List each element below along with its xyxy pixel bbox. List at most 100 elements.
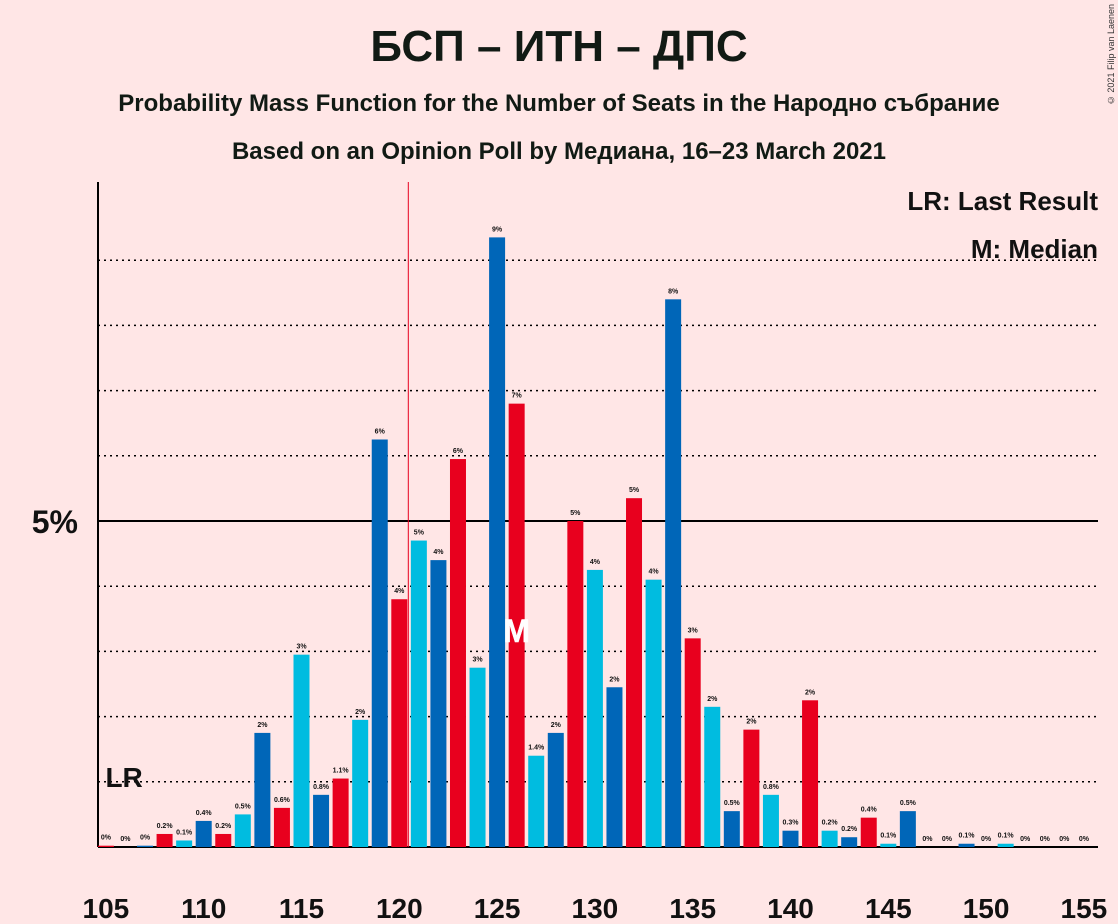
bar-137 bbox=[723, 811, 740, 847]
bar-label-108: 0.2% bbox=[157, 823, 174, 830]
bar-128 bbox=[547, 732, 564, 847]
bar-115 bbox=[293, 654, 310, 847]
bar-label-129: 5% bbox=[570, 510, 581, 517]
bar-label-153: 0% bbox=[1040, 836, 1051, 843]
bar-151 bbox=[997, 843, 1014, 847]
bar-label-140: 0.3% bbox=[783, 820, 800, 827]
bar-144 bbox=[860, 817, 877, 847]
bar-label-136: 2% bbox=[707, 696, 718, 703]
bar-label-141: 2% bbox=[805, 689, 816, 696]
bar-label-149: 0.1% bbox=[959, 833, 976, 840]
bar-label-110: 0.4% bbox=[196, 810, 213, 817]
bar-118 bbox=[352, 719, 369, 847]
bar-112 bbox=[234, 814, 251, 847]
bar-label-113: 2% bbox=[257, 722, 268, 729]
x-tick-label: 140 bbox=[767, 893, 814, 924]
bar-label-115: 3% bbox=[296, 644, 307, 651]
bar-label-144: 0.4% bbox=[861, 807, 878, 814]
bar-label-128: 2% bbox=[551, 722, 562, 729]
bar-label-122: 4% bbox=[433, 549, 444, 556]
bar-133 bbox=[645, 579, 662, 847]
bar-label-154: 0% bbox=[1059, 836, 1070, 843]
bar-label-142: 0.2% bbox=[822, 820, 839, 827]
bar-121 bbox=[410, 540, 427, 847]
bar-114 bbox=[273, 807, 290, 847]
bar-139 bbox=[762, 794, 779, 847]
bar-label-106: 0% bbox=[120, 836, 131, 843]
x-tick-label: 120 bbox=[376, 893, 423, 924]
bar-117 bbox=[332, 778, 349, 847]
last-result-marker: LR bbox=[105, 762, 142, 793]
bar-134 bbox=[665, 299, 682, 847]
bar-label-121: 5% bbox=[414, 530, 425, 537]
bar-label-107: 0% bbox=[140, 835, 151, 842]
x-tick-label: 125 bbox=[474, 893, 521, 924]
bar-label-132: 5% bbox=[629, 487, 640, 494]
bar-111 bbox=[215, 833, 232, 847]
x-tick-label: 145 bbox=[865, 893, 912, 924]
bar-label-123: 6% bbox=[453, 448, 464, 455]
bar-145 bbox=[880, 843, 897, 847]
bar-135 bbox=[684, 638, 701, 847]
bar-149 bbox=[958, 843, 975, 847]
bar-label-114: 0.6% bbox=[274, 797, 291, 804]
bar-119 bbox=[371, 439, 388, 847]
chart-subtitle-source: Based on an Opinion Poll by Медиана, 16–… bbox=[231, 138, 887, 165]
bar-146 bbox=[899, 811, 916, 847]
bar-label-135: 3% bbox=[688, 627, 699, 634]
bar-label-137: 0.5% bbox=[724, 800, 741, 807]
bar-138 bbox=[743, 729, 760, 847]
bar-120 bbox=[391, 599, 408, 847]
bar-label-139: 0.8% bbox=[763, 784, 780, 791]
bar-label-112: 0.5% bbox=[235, 803, 252, 810]
bar-label-111: 0.2% bbox=[215, 823, 232, 830]
bar-label-125: 9% bbox=[492, 226, 503, 233]
bar-107 bbox=[137, 845, 154, 847]
bar-113 bbox=[254, 732, 271, 847]
chart-title: БСП – ИТН – ДПС bbox=[370, 22, 748, 71]
bar-136 bbox=[704, 706, 721, 847]
chart-subtitle: Probability Mass Function for the Number… bbox=[118, 90, 1000, 117]
bar-130 bbox=[586, 569, 603, 847]
bar-label-152: 0% bbox=[1020, 836, 1031, 843]
bar-127 bbox=[528, 755, 545, 847]
bar-126 bbox=[508, 403, 525, 847]
bar-label-138: 2% bbox=[746, 719, 757, 726]
x-tick-label: 155 bbox=[1061, 893, 1108, 924]
bar-141 bbox=[802, 700, 819, 847]
bar-label-116: 0.8% bbox=[313, 784, 330, 791]
x-tick-label: 115 bbox=[279, 893, 324, 924]
bar-label-131: 2% bbox=[609, 676, 620, 683]
bar-label-143: 0.2% bbox=[841, 826, 858, 833]
bar-132 bbox=[626, 498, 643, 847]
bar-125 bbox=[489, 237, 506, 847]
bar-label-119: 6% bbox=[375, 429, 386, 436]
bar-140 bbox=[782, 830, 799, 847]
x-tick-label: 105 bbox=[83, 893, 130, 924]
bar-label-148: 0% bbox=[942, 836, 953, 843]
bar-105 bbox=[97, 845, 114, 847]
y-tick-label: 5% bbox=[32, 504, 78, 540]
bar-122 bbox=[430, 560, 447, 847]
bar-124 bbox=[469, 667, 486, 847]
bar-label-118: 2% bbox=[355, 709, 366, 716]
bar-label-130: 4% bbox=[590, 559, 601, 566]
bar-label-133: 4% bbox=[649, 569, 660, 576]
bar-label-126: 7% bbox=[512, 393, 523, 400]
bar-142 bbox=[821, 830, 838, 847]
bar-label-105: 0% bbox=[101, 835, 112, 842]
bar-label-134: 8% bbox=[668, 288, 679, 295]
bar-label-146: 0.5% bbox=[900, 800, 917, 807]
bar-116 bbox=[313, 794, 330, 847]
bar-143 bbox=[841, 837, 858, 847]
bar-129 bbox=[567, 521, 584, 847]
bar-109 bbox=[176, 840, 193, 847]
bar-label-155: 0% bbox=[1079, 836, 1090, 843]
bar-123 bbox=[449, 459, 466, 847]
x-tick-label: 150 bbox=[963, 893, 1010, 924]
bar-label-150: 0% bbox=[981, 836, 992, 843]
legend-last-result: LR: Last Result bbox=[907, 186, 1098, 216]
bar-label-151: 0.1% bbox=[998, 833, 1015, 840]
bar-label-127: 1.4% bbox=[528, 745, 545, 752]
